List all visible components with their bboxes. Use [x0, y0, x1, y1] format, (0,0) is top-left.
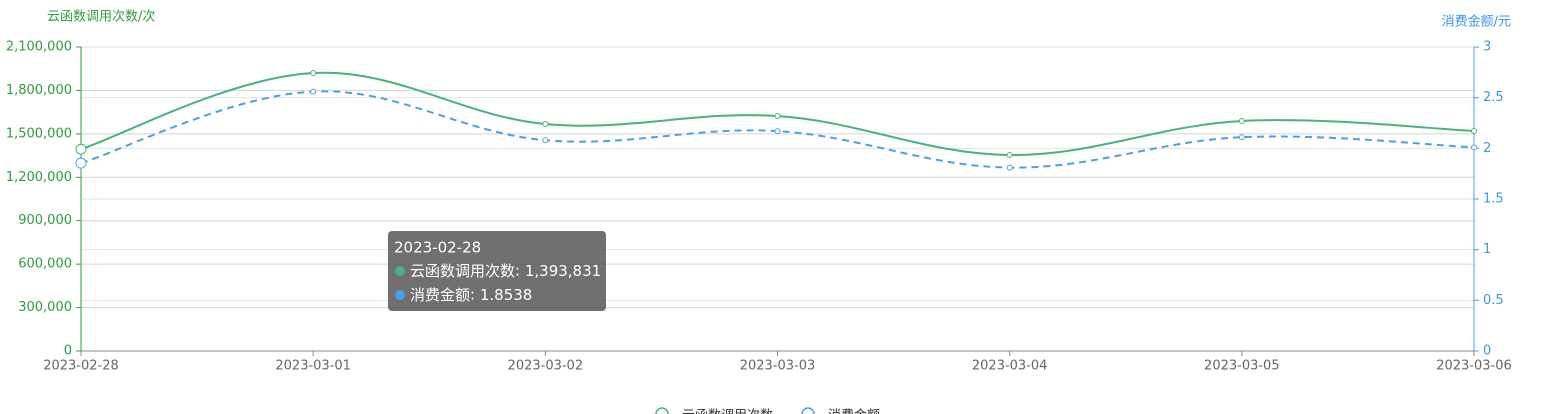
tooltip-marker	[395, 266, 405, 276]
data-point	[1471, 127, 1477, 134]
y-tick-label: 1,200,000	[6, 170, 72, 185]
data-point	[310, 88, 317, 95]
x-tick-label: 2023-03-06	[1436, 359, 1512, 374]
tooltip-box	[388, 231, 606, 311]
x-tick-label: 2023-03-05	[1204, 359, 1280, 374]
legend-label[interactable]: 消费金额	[828, 408, 880, 414]
data-point	[542, 121, 549, 128]
tooltip-value: 1,393,831	[525, 262, 601, 280]
x-tick-label: 2023-03-02	[508, 359, 584, 374]
legend-label[interactable]: 云函数调用次数	[682, 408, 773, 414]
data-point	[774, 113, 781, 120]
data-point	[75, 143, 87, 155]
y-tick-label: 300,000	[18, 300, 72, 315]
data-point	[774, 128, 781, 135]
tooltip-title: 2023-02-28	[394, 239, 481, 257]
y-tick-label: 600,000	[18, 257, 72, 272]
y2-tick-label: 3	[1483, 40, 1491, 55]
y-tick-label: 2,100,000	[6, 40, 72, 55]
tooltip-row: 消费金额: 1.8538	[410, 286, 532, 304]
y2-tick-label: 1.5	[1483, 192, 1504, 207]
x-tick-label: 2023-03-01	[275, 359, 351, 374]
y2-tick-label: 2	[1483, 141, 1491, 156]
data-point	[75, 157, 87, 169]
y-axis-title: 云函数调用次数/次	[47, 9, 155, 25]
legend-icon[interactable]	[801, 407, 815, 414]
y-tick-label: 1,800,000	[6, 83, 72, 98]
y-tick-label: 0	[64, 344, 72, 359]
data-point	[1238, 134, 1245, 141]
legend-icon[interactable]	[655, 407, 669, 414]
y-tick-label: 1,500,000	[6, 126, 72, 141]
y2-tick-label: 0	[1483, 344, 1491, 359]
tooltip-series-name: 消费金额	[410, 286, 470, 304]
data-point	[1238, 117, 1245, 124]
data-point	[1471, 144, 1477, 151]
y2-axis-title: 消费金额/元	[1442, 14, 1511, 30]
y2-tick-label: 0.5	[1483, 293, 1504, 308]
data-point	[1006, 151, 1013, 158]
data-point	[1006, 164, 1013, 171]
data-point	[542, 137, 549, 144]
data-point	[310, 70, 317, 77]
tooltip-series-name: 云函数调用次数	[410, 262, 515, 280]
x-tick-label: 2023-03-04	[972, 359, 1048, 374]
y2-tick-label: 1	[1483, 242, 1491, 257]
tooltip-row: 云函数调用次数: 1,393,831	[410, 262, 601, 280]
y-tick-label: 900,000	[18, 213, 72, 228]
x-tick-label: 2023-02-28	[43, 359, 119, 374]
tooltip-value: 1.8538	[480, 286, 533, 304]
x-tick-label: 2023-03-03	[740, 359, 816, 374]
tooltip-marker	[395, 290, 405, 300]
y2-tick-label: 2.5	[1483, 90, 1504, 105]
tooltip: 2023-02-28 云函数调用次数: 1,393,831 消费金额: 1.8538	[388, 231, 606, 311]
